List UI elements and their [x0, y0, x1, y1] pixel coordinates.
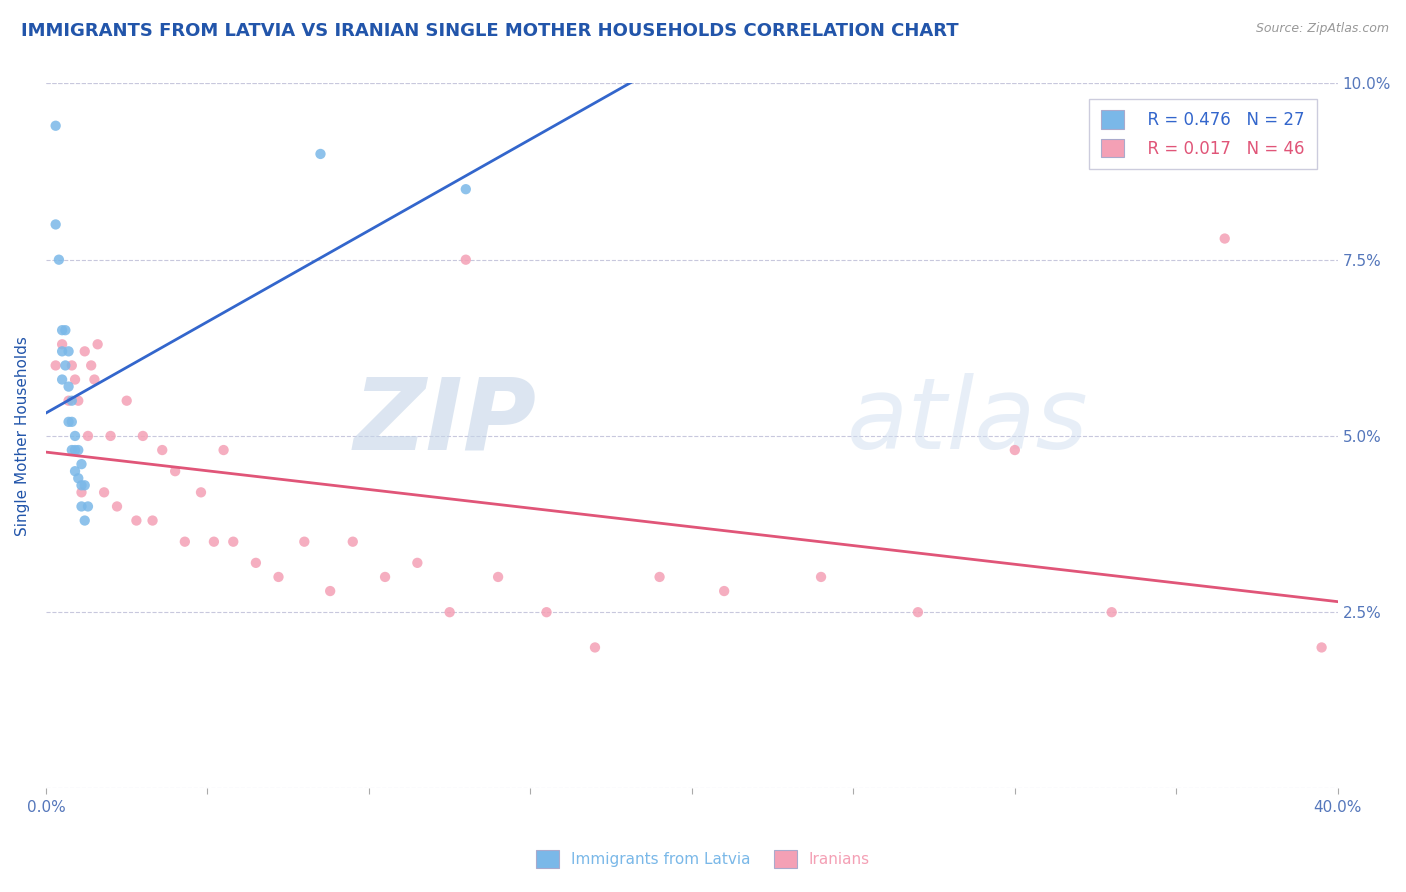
Text: atlas: atlas	[846, 374, 1088, 470]
Point	[63, 372, 86, 386]
Point	[536, 605, 558, 619]
Point	[309, 147, 332, 161]
Point	[115, 393, 138, 408]
Point	[86, 337, 108, 351]
Point	[245, 556, 267, 570]
Point	[125, 514, 148, 528]
Point	[51, 372, 73, 386]
Text: ZIP: ZIP	[354, 374, 537, 470]
Point	[67, 393, 90, 408]
Point	[63, 443, 86, 458]
Point	[100, 429, 122, 443]
Point	[70, 500, 93, 514]
Point	[454, 182, 477, 196]
Point	[73, 514, 96, 528]
Point	[45, 218, 67, 232]
Point	[486, 570, 509, 584]
Point	[51, 323, 73, 337]
Point	[267, 570, 290, 584]
Point	[713, 584, 735, 599]
Point	[83, 372, 105, 386]
Point	[150, 443, 173, 458]
Point	[648, 570, 671, 584]
Point	[1310, 640, 1333, 655]
Point	[73, 344, 96, 359]
Point	[51, 344, 73, 359]
Point	[51, 337, 73, 351]
Point	[292, 534, 315, 549]
Point	[73, 478, 96, 492]
Point	[1213, 231, 1236, 245]
Point	[141, 514, 163, 528]
Point	[1101, 605, 1123, 619]
Point	[212, 443, 235, 458]
Y-axis label: Single Mother Households: Single Mother Households	[15, 336, 30, 536]
Point	[60, 443, 83, 458]
Point	[70, 478, 93, 492]
Point	[60, 415, 83, 429]
Legend: Immigrants from Latvia, Iranians: Immigrants from Latvia, Iranians	[529, 843, 877, 875]
Point	[93, 485, 115, 500]
Point	[342, 534, 364, 549]
Point	[70, 485, 93, 500]
Point	[202, 534, 225, 549]
Point	[132, 429, 155, 443]
Point	[77, 500, 100, 514]
Point	[77, 429, 100, 443]
Point	[63, 464, 86, 478]
Point	[907, 605, 929, 619]
Point	[80, 359, 103, 373]
Point	[165, 464, 187, 478]
Point	[58, 379, 80, 393]
Point	[53, 359, 76, 373]
Point	[810, 570, 832, 584]
Point	[67, 443, 90, 458]
Point	[222, 534, 245, 549]
Text: Source: ZipAtlas.com: Source: ZipAtlas.com	[1256, 22, 1389, 36]
Point	[1004, 443, 1026, 458]
Point	[374, 570, 396, 584]
Point	[190, 485, 212, 500]
Point	[58, 344, 80, 359]
Point	[53, 323, 76, 337]
Point	[58, 415, 80, 429]
Point	[60, 393, 83, 408]
Point	[454, 252, 477, 267]
Legend:   R = 0.476   N = 27,   R = 0.017   N = 46: R = 0.476 N = 27, R = 0.017 N = 46	[1090, 99, 1316, 169]
Point	[45, 359, 67, 373]
Point	[60, 359, 83, 373]
Point	[48, 252, 70, 267]
Point	[406, 556, 429, 570]
Point	[439, 605, 461, 619]
Point	[67, 471, 90, 485]
Point	[45, 119, 67, 133]
Text: IMMIGRANTS FROM LATVIA VS IRANIAN SINGLE MOTHER HOUSEHOLDS CORRELATION CHART: IMMIGRANTS FROM LATVIA VS IRANIAN SINGLE…	[21, 22, 959, 40]
Point	[105, 500, 128, 514]
Point	[70, 457, 93, 471]
Point	[173, 534, 195, 549]
Point	[583, 640, 606, 655]
Point	[58, 393, 80, 408]
Point	[319, 584, 342, 599]
Point	[63, 429, 86, 443]
